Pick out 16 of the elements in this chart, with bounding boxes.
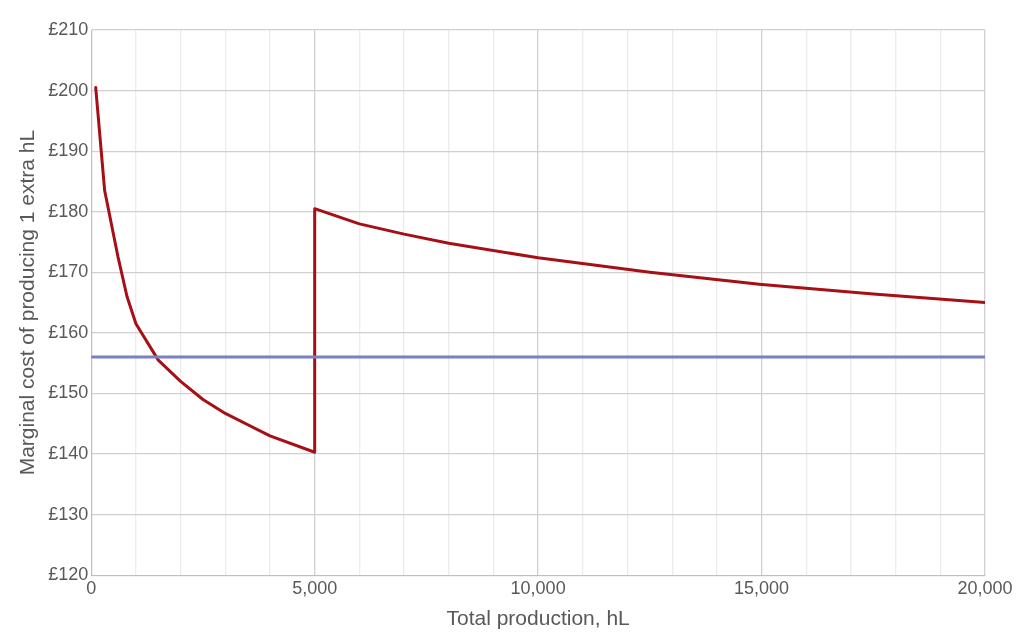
y-tick-label: £130 [48, 503, 89, 524]
y-axis-title: Marginal cost of producing 1 extra hL [15, 129, 39, 476]
y-tick-label: £140 [48, 443, 89, 464]
y-tick-label: £210 [48, 18, 89, 39]
y-tick-label: £180 [48, 200, 89, 221]
y-tick-label: £170 [48, 261, 89, 282]
x-tick-label: 0 [86, 577, 97, 598]
x-axis-title: Total production, hL [446, 606, 630, 630]
x-tick-label: 10,000 [510, 577, 566, 598]
y-tick-label: £200 [48, 79, 89, 100]
x-tick-label: 15,000 [734, 577, 790, 598]
y-tick-label: £150 [48, 382, 89, 403]
y-tick-label: £160 [48, 321, 89, 342]
x-tick-label: 20,000 [957, 577, 1013, 598]
y-tick-label: £190 [48, 140, 89, 161]
x-tick-label: 5,000 [292, 577, 338, 598]
